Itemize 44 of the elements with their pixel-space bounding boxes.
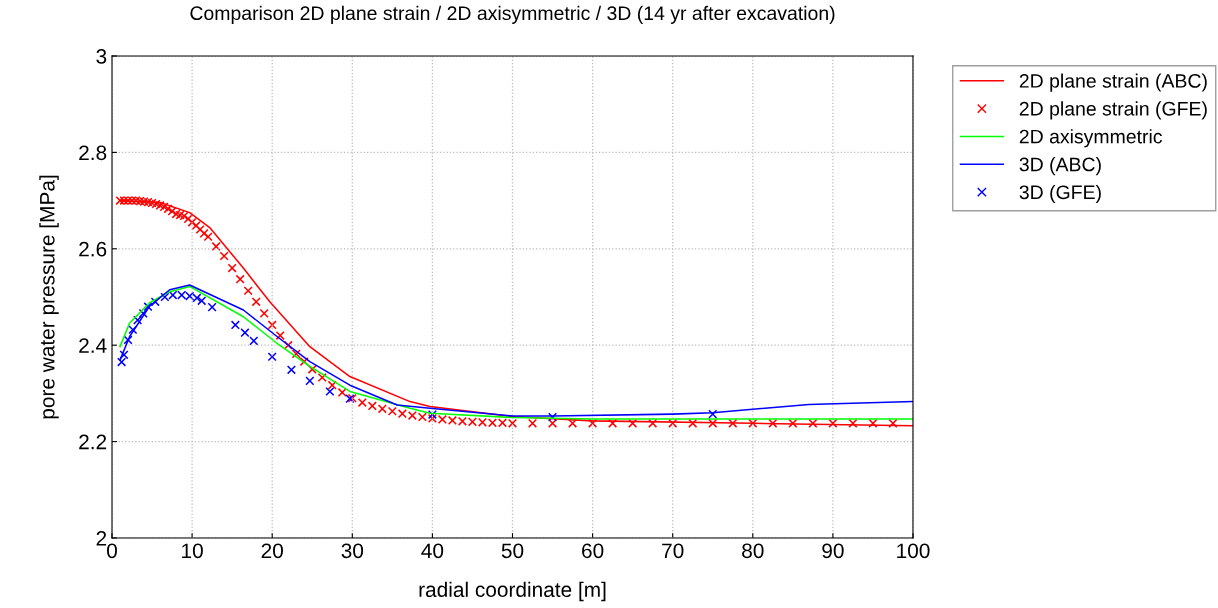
x-tick-label: 40: [421, 543, 444, 559]
y-axis-title: pore water pressure [MPa]: [39, 175, 59, 419]
point: [123, 335, 133, 345]
x-tick-label: 90: [822, 543, 844, 559]
point: [143, 302, 153, 312]
y-tick-label: 2: [96, 531, 107, 546]
x-tick-label: 10: [182, 543, 203, 559]
chart-title: Comparison 2D plane strain / 2D axisymmetric / 3D (14 yr after excavation): [190, 5, 835, 24]
x-tick-label: 0: [107, 543, 117, 559]
point: [286, 365, 296, 375]
legend-label: 2D axisymmetric: [1019, 129, 1163, 148]
x-tick-label: 20: [261, 543, 283, 559]
y-tick-label: 2.4: [79, 338, 107, 353]
x-tick-label: 80: [742, 543, 764, 559]
legend-label: 2D plane strain (ABC): [1019, 73, 1207, 92]
legend-label: 2D plane strain (GFE): [1019, 101, 1207, 120]
point: [325, 386, 335, 397]
x-axis-title: radial coordinate [m]: [419, 581, 606, 602]
point: [547, 412, 558, 422]
point: [267, 352, 277, 362]
point: [230, 320, 240, 330]
point: [117, 357, 127, 367]
point: [197, 296, 207, 306]
legend-label: 3D (GFE): [1019, 184, 1101, 204]
x-tick-label: 100: [897, 543, 930, 559]
x-tick-label: 30: [341, 543, 364, 559]
x-tick-label: 70: [662, 543, 684, 559]
y-tick-label: 2.2: [79, 434, 107, 450]
point: [305, 376, 315, 386]
point: [128, 325, 138, 335]
point: [708, 409, 718, 419]
legend-label: 3D (ABC): [1019, 157, 1101, 176]
y-tick-label: 2.6: [79, 241, 107, 257]
y-tick-label: 2.8: [79, 145, 107, 161]
point: [207, 302, 217, 312]
point: [133, 315, 143, 325]
point: [150, 297, 160, 307]
x-tick-label: 60: [582, 543, 604, 559]
point: [249, 336, 259, 346]
point: [138, 308, 148, 318]
point: [240, 328, 250, 338]
point: [427, 410, 437, 420]
x-tick-label: 50: [501, 543, 524, 559]
y-tick-label: 3: [96, 49, 107, 64]
